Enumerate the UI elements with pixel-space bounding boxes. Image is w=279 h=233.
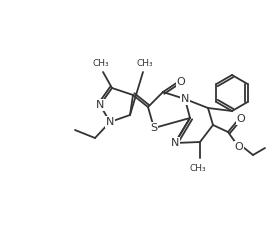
Text: N: N: [171, 138, 179, 148]
Text: O: O: [237, 114, 245, 124]
Text: CH₃: CH₃: [137, 59, 153, 68]
Text: CH₃: CH₃: [190, 164, 206, 173]
Text: S: S: [150, 123, 158, 133]
Text: CH₃: CH₃: [93, 59, 109, 68]
Text: N: N: [106, 117, 114, 127]
Text: N: N: [96, 100, 104, 110]
Text: O: O: [235, 142, 243, 152]
Text: O: O: [177, 77, 185, 87]
Text: N: N: [181, 94, 189, 104]
